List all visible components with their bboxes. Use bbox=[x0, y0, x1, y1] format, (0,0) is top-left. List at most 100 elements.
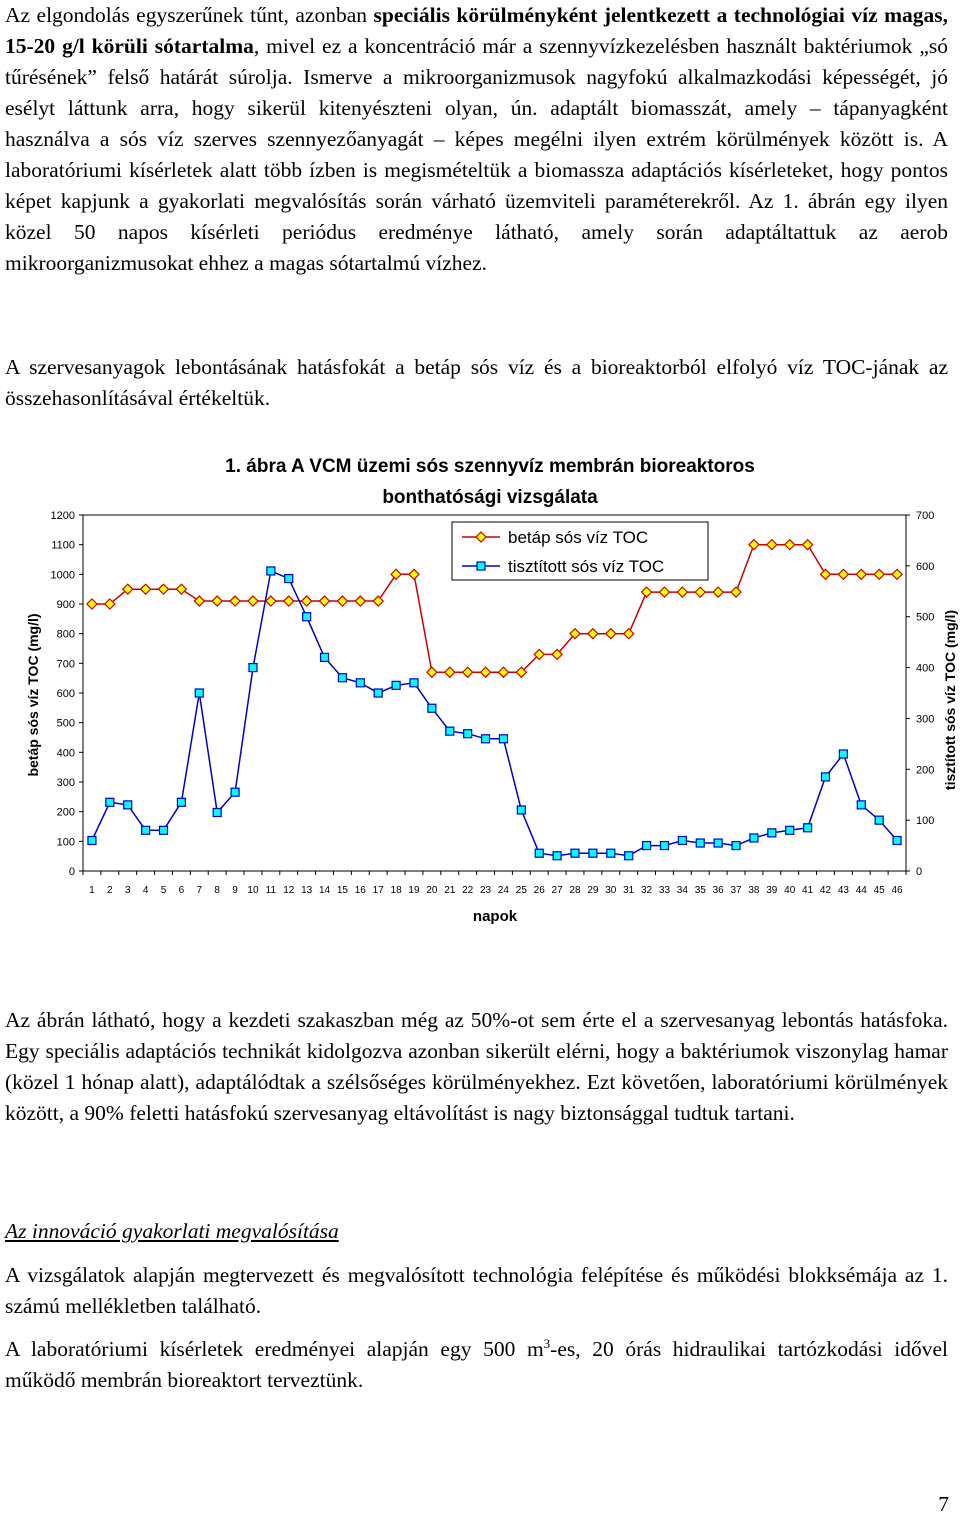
series-2-point bbox=[641, 840, 652, 851]
x-tick-label: 45 bbox=[874, 885, 886, 896]
x-tick-label: 46 bbox=[891, 885, 903, 896]
series-2-point bbox=[337, 673, 348, 683]
series-1-point bbox=[265, 595, 277, 607]
series-2-point bbox=[731, 840, 741, 851]
implementation-paragraph: A vizsgálatok alapján megtervezett és me… bbox=[5, 1263, 948, 1318]
series-2-point bbox=[266, 566, 276, 576]
left-y-tick-label: 700 bbox=[57, 658, 75, 670]
x-tick-label: 8 bbox=[214, 885, 220, 896]
x-tick-label: 14 bbox=[319, 885, 331, 896]
series-2-point bbox=[588, 848, 598, 858]
left-y-tick-label: 100 bbox=[57, 836, 75, 848]
series-2-point bbox=[802, 823, 813, 833]
series-1-point bbox=[408, 568, 420, 581]
x-tick-label: 18 bbox=[391, 885, 403, 896]
series-2-point bbox=[516, 805, 526, 815]
series-1-point bbox=[855, 568, 868, 581]
series-1-point bbox=[372, 595, 385, 607]
series-1-point bbox=[837, 568, 850, 581]
legend-label-1: betáp sós víz TOC bbox=[508, 528, 648, 547]
right-y-tick-label: 700 bbox=[916, 510, 934, 522]
series-1-point bbox=[801, 538, 814, 551]
x-tick-label: 24 bbox=[498, 885, 510, 896]
left-y-tick-label: 1200 bbox=[51, 510, 75, 522]
series-1-point bbox=[873, 568, 886, 581]
legend-marker-1 bbox=[475, 531, 487, 543]
series-1-point bbox=[390, 568, 402, 581]
series-1-point bbox=[336, 595, 349, 607]
left-y-tick-label: 1000 bbox=[51, 569, 75, 581]
series-2-point bbox=[355, 678, 365, 688]
series-2-point bbox=[302, 612, 312, 622]
series-1-point bbox=[658, 586, 671, 598]
series-1-point bbox=[461, 666, 474, 679]
series-2-point bbox=[749, 833, 759, 843]
series-1-point bbox=[765, 538, 778, 551]
x-tick-label: 16 bbox=[355, 885, 367, 896]
toc-evaluation-paragraph: A szervesanyagok lebontásának hatásfokát… bbox=[5, 355, 948, 410]
legend-label-2: tisztított sós víz TOC bbox=[508, 557, 664, 576]
series-1-point bbox=[640, 586, 653, 598]
left-y-tick-label: 0 bbox=[69, 866, 75, 878]
x-tick-label: 22 bbox=[462, 885, 474, 896]
series-1-point bbox=[443, 666, 456, 679]
x-tick-label: 10 bbox=[247, 885, 259, 896]
x-tick-label: 38 bbox=[748, 885, 760, 896]
x-tick-label: 30 bbox=[605, 885, 617, 896]
x-tick-label: 7 bbox=[197, 885, 203, 896]
series-1-point bbox=[819, 568, 832, 581]
series-2-point bbox=[820, 772, 831, 782]
series-1-point bbox=[426, 666, 438, 679]
series-1-point bbox=[748, 538, 760, 551]
x-tick-label: 5 bbox=[161, 885, 167, 896]
right-y-tick-label: 100 bbox=[916, 815, 934, 827]
x-tick-label: 40 bbox=[784, 885, 796, 896]
series-2-point bbox=[158, 825, 169, 835]
series-2-point bbox=[534, 848, 544, 858]
intro-bold-text: speciális körülményként jelentkezett a t… bbox=[5, 3, 948, 58]
series-1-point bbox=[229, 595, 241, 607]
x-tick-label: 2 bbox=[107, 885, 113, 896]
results-paragraph: Az ábrán látható, hogy a kezdeti szakasz… bbox=[5, 1008, 948, 1125]
x-tick-label: 36 bbox=[713, 885, 725, 896]
left-y-tick-label: 300 bbox=[57, 777, 75, 789]
series-1-point bbox=[676, 586, 689, 598]
series-2-point bbox=[552, 851, 562, 861]
x-tick-label: 20 bbox=[426, 885, 438, 896]
right-y-tick-label: 500 bbox=[916, 612, 934, 624]
x-tick-label: 25 bbox=[516, 885, 528, 896]
intro-text-c: , mivel ez a koncentráció már a szennyví… bbox=[5, 34, 948, 275]
x-tick-label: 44 bbox=[856, 885, 868, 896]
series-1-point bbox=[783, 538, 796, 551]
series-1-point bbox=[515, 666, 528, 679]
toc-chart: 1. ábra A VCM üzemi sós szennyvíz membrá… bbox=[25, 456, 958, 925]
legend-marker-2 bbox=[476, 561, 486, 571]
x-tick-label: 19 bbox=[408, 885, 420, 896]
series-1-point bbox=[587, 627, 599, 640]
series-1-point bbox=[569, 627, 581, 640]
series-2-point bbox=[87, 835, 97, 846]
right-y-tick-label: 400 bbox=[916, 663, 934, 675]
series-1-point bbox=[139, 583, 152, 596]
series-2-point bbox=[141, 825, 151, 835]
series-2-point bbox=[463, 729, 473, 739]
bioreactor-text-after: -es, 20 órás hidraulikai tartózkodási id… bbox=[5, 1337, 949, 1392]
series-1-point bbox=[622, 627, 635, 640]
series-1-point bbox=[211, 595, 224, 607]
x-tick-label: 13 bbox=[301, 885, 313, 896]
x-tick-label: 15 bbox=[337, 885, 349, 896]
series-2-point bbox=[248, 662, 258, 673]
cubic-superscript: 3 bbox=[543, 1335, 551, 1351]
series-2-point bbox=[373, 688, 383, 698]
right-y-tick-label: 200 bbox=[916, 764, 934, 776]
series-1-point bbox=[157, 583, 170, 596]
x-tick-label: 39 bbox=[766, 885, 778, 896]
series-1-point bbox=[86, 598, 98, 610]
series-2-point bbox=[319, 652, 330, 662]
series-1-point bbox=[193, 595, 206, 607]
x-tick-label: 12 bbox=[283, 885, 295, 896]
right-y-tick-label: 0 bbox=[916, 866, 922, 878]
x-axis-label: napok bbox=[473, 908, 518, 925]
x-tick-label: 31 bbox=[623, 885, 635, 896]
x-tick-label: 21 bbox=[444, 885, 456, 896]
